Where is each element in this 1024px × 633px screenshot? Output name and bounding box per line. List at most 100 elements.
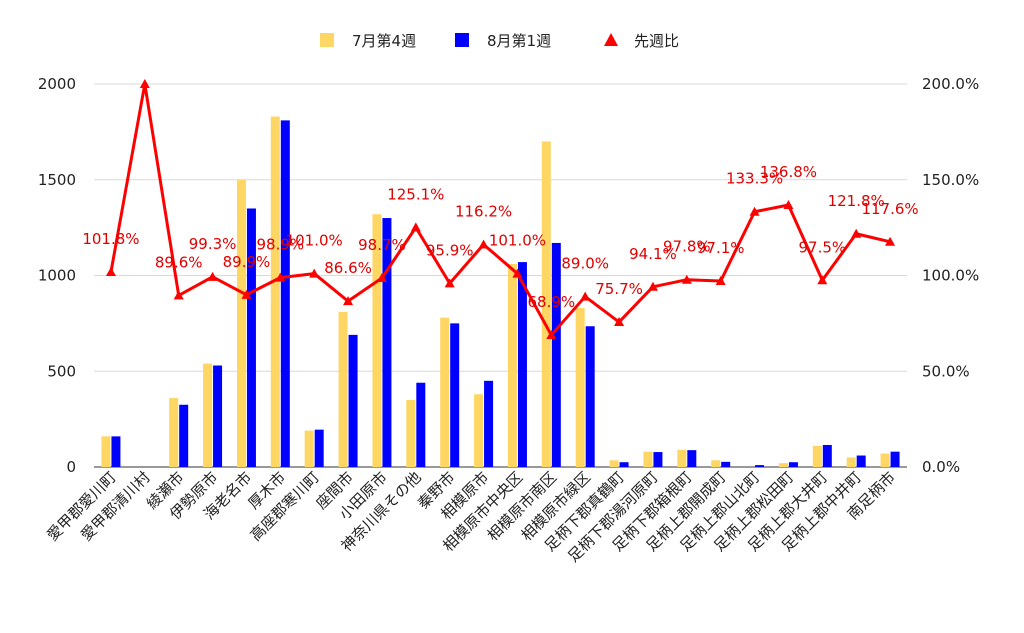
bar-8w1 — [246, 208, 256, 467]
ratio-data-label: 101.0% — [286, 232, 343, 250]
y-tick-label-left: 500 — [47, 362, 76, 380]
bar-8w1 — [687, 450, 697, 467]
y-tick-label-right: 150.0% — [922, 171, 979, 189]
bar-8w1 — [382, 218, 392, 467]
y-tick-label-right: 0.0% — [922, 458, 960, 476]
ratio-data-label: 99.3% — [189, 235, 237, 253]
bar-8w1 — [721, 461, 731, 467]
ratio-marker — [376, 272, 387, 282]
ratio-data-label: 89.6% — [155, 253, 203, 271]
bars — [101, 116, 900, 468]
legend-label-ratio: 先週比 — [634, 32, 679, 50]
ratio-data-label: 97.8% — [663, 238, 711, 256]
y-tick-label-left: 1000 — [38, 267, 76, 285]
y-tick-label-left: 0 — [66, 458, 76, 476]
bar-7w4 — [101, 436, 111, 467]
bar-7w4 — [880, 453, 890, 467]
bar-8w1 — [788, 462, 798, 467]
legend-swatch-7w4 — [320, 33, 334, 47]
bar-8w1 — [551, 242, 561, 467]
ratio-data-label: 121.8% — [828, 192, 885, 210]
ratio-marker — [614, 317, 625, 327]
legend-label-8w1: 8月第1週 — [487, 32, 551, 50]
bar-7w4 — [440, 317, 450, 467]
bar-7w4 — [643, 451, 653, 467]
ratio-marker — [817, 275, 828, 285]
ratio-line-path — [109, 82, 891, 337]
ratio-marker — [343, 296, 354, 306]
bar-7w4 — [169, 398, 179, 467]
ratio-marker — [478, 239, 489, 249]
ratio-marker — [580, 291, 591, 301]
ratio-data-label: 98.7% — [358, 236, 406, 254]
ratio-data-label: 75.7% — [595, 280, 643, 298]
bar-8w1 — [822, 444, 832, 467]
bar-7w4 — [711, 460, 721, 467]
legend-label-7w4: 7月第4週 — [352, 32, 416, 50]
gridlines — [94, 83, 907, 468]
ratio-marker — [309, 268, 320, 278]
legend-swatch-8w1 — [455, 33, 469, 47]
ratio-data-label: 101.0% — [489, 232, 546, 250]
bar-7w4 — [304, 430, 314, 467]
ratio-data-label: 101.8% — [82, 230, 139, 248]
ratio-marker — [783, 200, 794, 210]
bar-7w4 — [575, 308, 585, 467]
bar-8w1 — [416, 382, 426, 467]
ratio-data-label: 136.8% — [760, 163, 817, 181]
ratio-data-label: 117.6% — [861, 200, 918, 218]
ratio-labels: 101.8%89.6%99.3%89.9%98.9%101.0%86.6%98.… — [82, 163, 918, 311]
bar-8w1 — [856, 455, 866, 467]
bar-8w1 — [213, 365, 223, 467]
y-tick-label-left: 2000 — [38, 75, 76, 93]
bar-8w1 — [619, 462, 629, 467]
y-axis-right: 0.0% 50.0% 100.0% 150.0% 200.0% — [922, 75, 979, 476]
ratio-marker — [681, 274, 692, 284]
ratio-marker — [173, 290, 184, 300]
ratio-line — [105, 79, 896, 340]
ratio-marker — [105, 267, 116, 277]
ratio-marker — [749, 206, 760, 216]
bar-7w4 — [846, 457, 856, 467]
ratio-marker — [512, 268, 523, 278]
bar-7w4 — [372, 214, 382, 467]
bar-7w4 — [609, 460, 619, 467]
bar-7w4 — [507, 264, 517, 467]
ratio-data-label: 86.6% — [324, 259, 372, 277]
y-axis-left: 0 500 1000 1500 2000 — [38, 75, 76, 476]
bar-8w1 — [348, 334, 358, 467]
bar-7w4 — [270, 116, 280, 468]
bar-7w4 — [338, 311, 348, 467]
bar-7w4 — [474, 394, 484, 467]
ratio-marker — [885, 236, 896, 246]
legend-marker-ratio — [604, 33, 618, 46]
ratio-data-label: 95.9% — [426, 241, 474, 259]
bar-7w4 — [677, 449, 687, 467]
legend: 7月第4週 8月第1週 先週比 — [320, 32, 679, 50]
x-axis: 愛甲郡愛川町愛甲郡清川村綾瀬市伊勢原市海老名市厚木市高座郡寒川町座間市小田原市神… — [43, 468, 899, 566]
bar-8w1 — [280, 120, 290, 467]
ratio-marker — [207, 271, 218, 281]
bar-8w1 — [585, 326, 595, 467]
ratio-data-label: 98.9% — [256, 236, 304, 254]
bar-8w1 — [890, 451, 900, 467]
ratio-data-label: 89.0% — [561, 255, 609, 273]
ratio-data-label: 89.9% — [223, 253, 271, 271]
y-tick-label-left: 1500 — [38, 171, 76, 189]
bar-8w1 — [517, 262, 527, 467]
ratio-marker — [410, 222, 421, 232]
ratio-marker — [647, 281, 658, 291]
ratio-data-label: 97.5% — [798, 238, 846, 256]
bar-7w4 — [203, 363, 213, 467]
bar-8w1 — [484, 380, 494, 467]
bar-8w1 — [111, 436, 121, 467]
bar-7w4 — [812, 445, 822, 467]
ratio-marker — [139, 79, 150, 88]
ratio-marker — [546, 330, 557, 340]
bar-7w4 — [541, 141, 551, 467]
y-tick-label-right: 100.0% — [922, 267, 979, 285]
ratio-data-label: 116.2% — [455, 202, 512, 220]
ratio-marker — [444, 278, 455, 288]
y-tick-label-right: 50.0% — [922, 362, 970, 380]
